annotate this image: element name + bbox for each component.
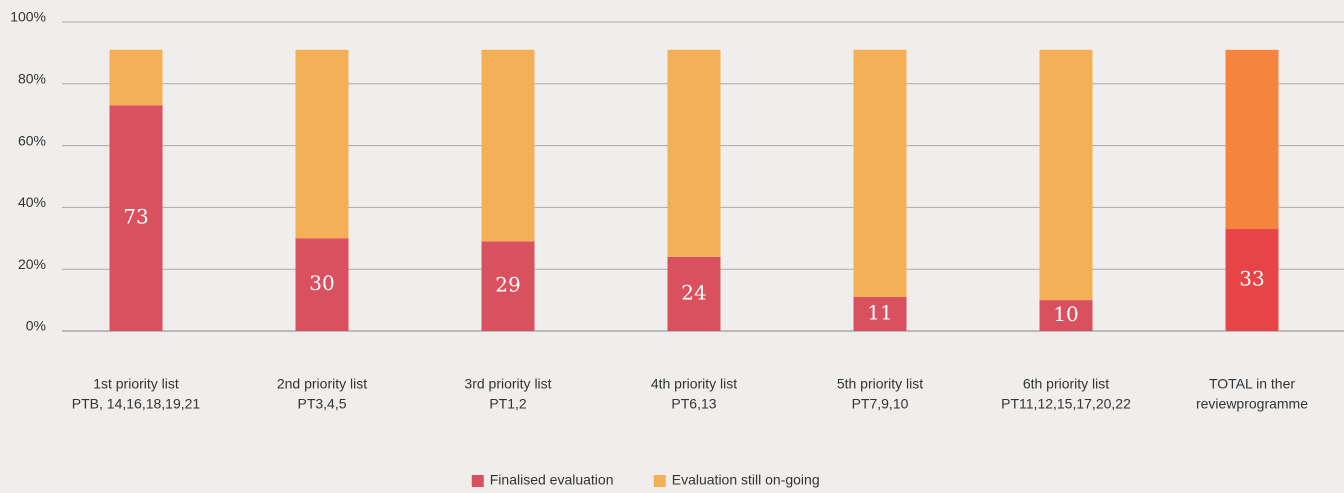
x-tick-label: PT3,4,5 (297, 396, 346, 412)
x-tick-label: PTB, 14,16,18,19,21 (72, 396, 201, 412)
legend-swatch (653, 475, 666, 487)
bar-segment (109, 49, 163, 106)
bar-segment (667, 49, 721, 257)
data-label: 33 (1239, 267, 1264, 291)
legend-label: Evaluation still on-going (672, 472, 820, 488)
x-tick-label: PT6,13 (671, 396, 716, 412)
bar-segment (481, 49, 535, 242)
x-tick-label: 3rd priority list (464, 376, 551, 392)
bar-segment (295, 49, 349, 239)
data-label: 29 (495, 273, 520, 297)
bar-segment (1225, 49, 1279, 230)
y-tick-label: 60% (18, 132, 46, 148)
x-tick-label: PT11,12,15,17,20,22 (1001, 396, 1131, 412)
y-tick-label: 100% (10, 9, 46, 25)
x-tick-label: 4th priority list (651, 376, 737, 392)
legend-label: Finalised evaluation (490, 472, 614, 488)
bar-segment (853, 297, 907, 331)
bar-segment (667, 256, 721, 331)
x-tick-label: reviewprogramme (1196, 396, 1308, 412)
data-label: 30 (309, 271, 334, 295)
bar-segment (109, 105, 163, 332)
x-tick-label: TOTAL in ther (1209, 376, 1295, 392)
x-tick-label: PT1,2 (489, 396, 527, 412)
bar-segment (1039, 49, 1093, 301)
y-tick-label: 0% (26, 318, 46, 334)
bar-segment (1225, 229, 1279, 331)
y-tick-label: 80% (18, 71, 46, 87)
x-tick-label: 6th priority list (1023, 376, 1109, 392)
data-label: 11 (867, 301, 892, 325)
data-label: 73 (123, 205, 148, 229)
bar-segment (481, 241, 535, 331)
data-label: 10 (1053, 302, 1078, 326)
bar-segment (853, 49, 907, 298)
bar-segment (295, 238, 349, 331)
x-tick-label: PT7,9,10 (852, 396, 909, 412)
bar-segment (1039, 300, 1093, 331)
y-tick-label: 40% (18, 194, 46, 210)
x-tick-label: 1st priority list (93, 376, 179, 392)
data-label: 24 (681, 280, 706, 304)
x-tick-label: 5th priority list (837, 376, 923, 392)
x-tick-label: 2nd priority list (277, 376, 367, 392)
y-tick-label: 20% (18, 256, 46, 272)
legend-swatch (471, 475, 484, 487)
